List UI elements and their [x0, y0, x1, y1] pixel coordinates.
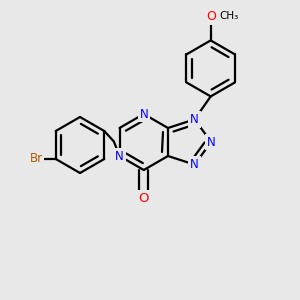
Text: N: N: [140, 107, 148, 121]
Text: N: N: [207, 136, 215, 148]
Text: N: N: [115, 149, 124, 163]
Text: O: O: [139, 191, 149, 205]
Text: N: N: [190, 158, 199, 171]
Text: O: O: [206, 10, 216, 23]
Text: CH₃: CH₃: [220, 11, 239, 21]
Text: Br: Br: [30, 152, 43, 166]
Text: N: N: [190, 113, 199, 126]
